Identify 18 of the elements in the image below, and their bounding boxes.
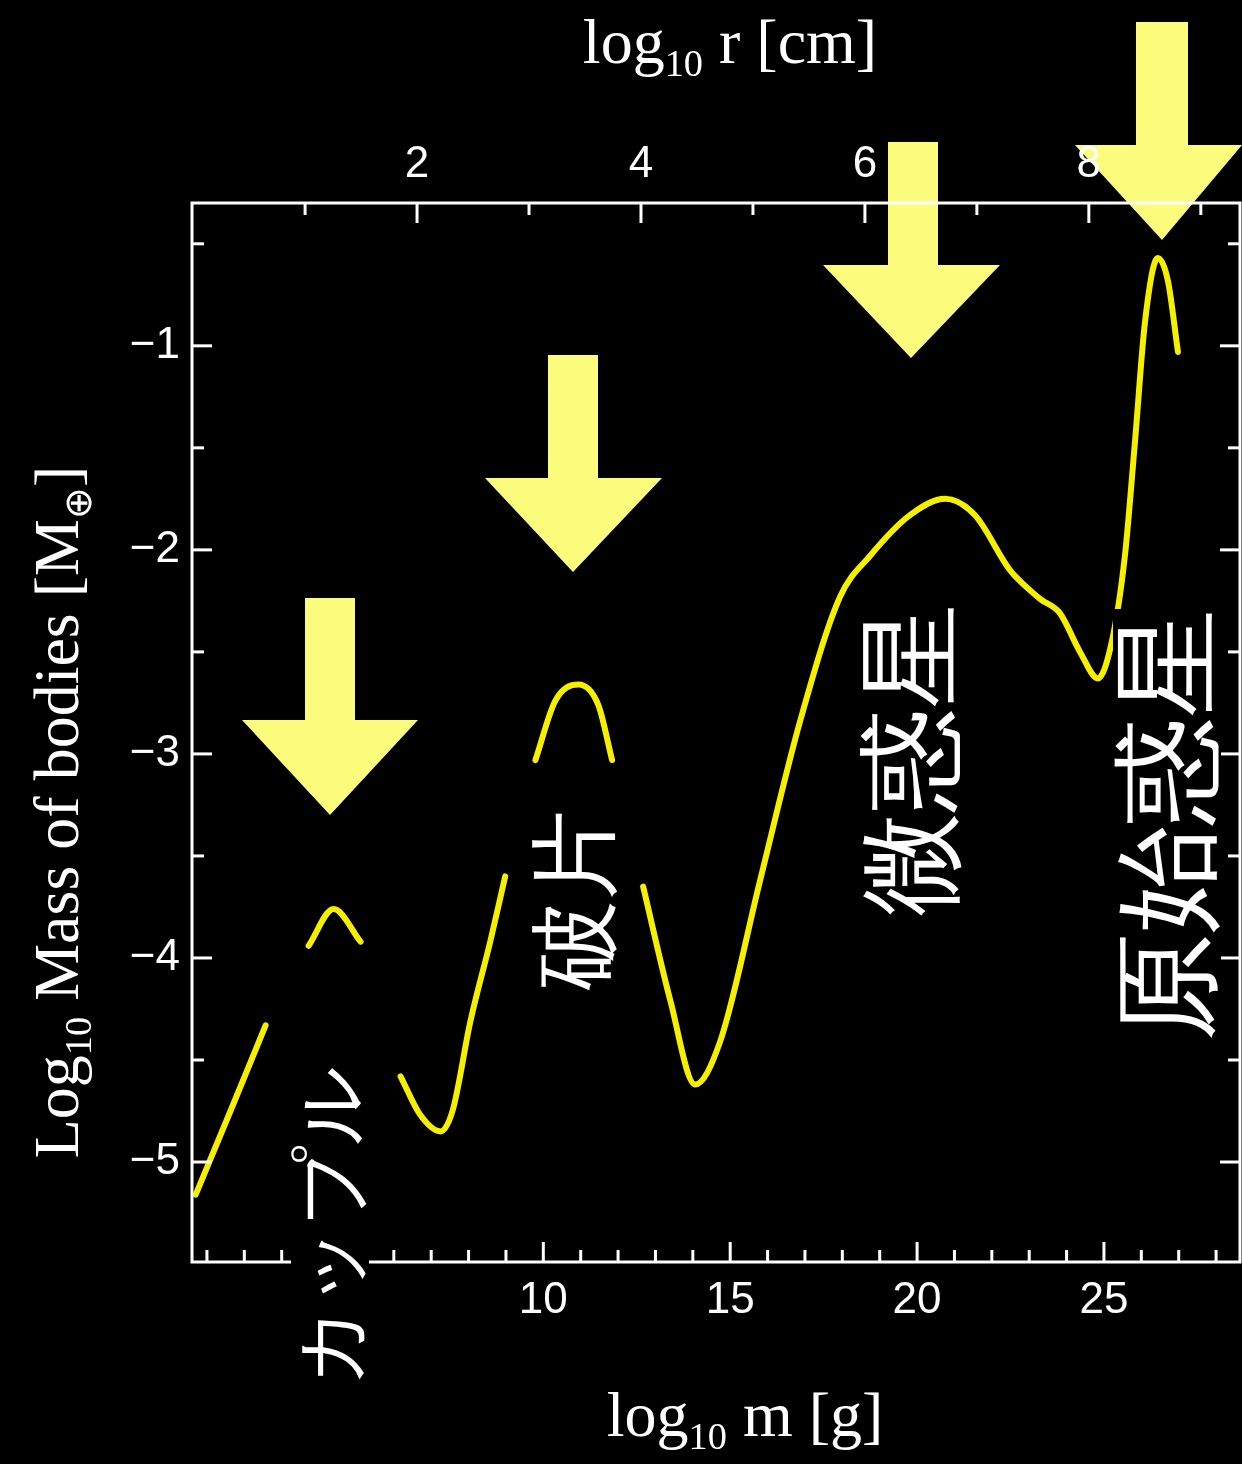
x-tick-label: 20 bbox=[892, 1272, 942, 1322]
annotation: 微惑星 bbox=[849, 604, 971, 916]
x-tick-label: 25 bbox=[1079, 1272, 1129, 1322]
annotation: 破片 bbox=[522, 810, 627, 990]
y-tick-label: −2 bbox=[129, 522, 180, 572]
x2-tick-label: 6 bbox=[852, 136, 878, 186]
x2-tick-label: 4 bbox=[628, 136, 654, 186]
y-tick-label: −5 bbox=[129, 1134, 180, 1184]
annotation: 原始惑星 bbox=[1104, 609, 1229, 1041]
x-tick-label: 15 bbox=[705, 1272, 755, 1322]
x-tick-label: 10 bbox=[518, 1272, 568, 1322]
y-tick-label: −4 bbox=[129, 930, 180, 980]
x2-tick-label: 2 bbox=[404, 136, 430, 186]
y-tick-label: −3 bbox=[129, 726, 180, 776]
x-axis-title: log$_{10}$ m [g] bbox=[606, 1377, 884, 1459]
y-tick-label: −1 bbox=[129, 317, 180, 367]
annotation: カップル bbox=[285, 1066, 375, 1386]
x2-axis-title: log$_{10}$ r [cm] bbox=[582, 4, 878, 86]
